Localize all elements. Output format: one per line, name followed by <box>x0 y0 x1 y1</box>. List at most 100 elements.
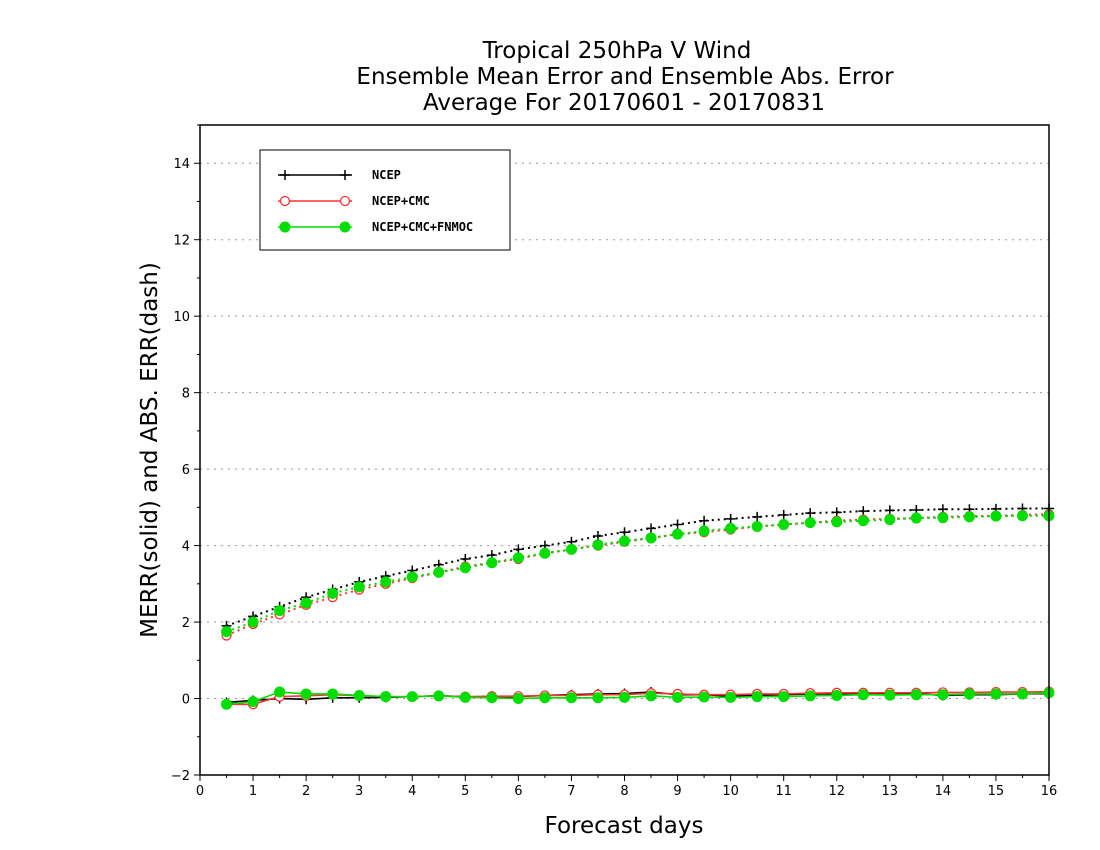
x-tick-label: 15 <box>988 784 1005 799</box>
merr-point <box>778 691 790 703</box>
abs-err-point <box>884 514 896 526</box>
abs-err-point <box>725 522 737 534</box>
abs-err-point <box>831 516 843 528</box>
abs-err-point <box>778 510 789 520</box>
abs-err-point <box>247 616 259 628</box>
x-tick-label: 9 <box>673 784 681 799</box>
merr-point <box>300 688 312 700</box>
abs-err-point <box>963 511 975 523</box>
legend: NCEP NCEP+CMC NCEP+CMC+FNMOC <box>259 149 511 251</box>
abs-err-point <box>752 511 763 522</box>
legend-marker <box>279 195 291 207</box>
abs-err-point <box>857 515 869 527</box>
legend-marker <box>339 221 351 233</box>
abs-err-point <box>751 520 763 532</box>
abs-err-point <box>300 597 312 609</box>
abs-err-point <box>486 557 498 569</box>
chart-title-line-1: Tropical 250hPa V Wind <box>482 38 752 64</box>
abs-err-line <box>226 513 1050 637</box>
series-ncep-cmc-fnmoc <box>221 510 1055 710</box>
merr-point <box>592 692 604 704</box>
abs-err-line <box>226 507 1049 627</box>
chart-title-line-2: Ensemble Mean Error and Ensemble Abs. Er… <box>356 64 894 90</box>
merr-point <box>327 688 339 700</box>
abs-err-point <box>512 552 524 564</box>
x-tick-label: 6 <box>514 784 522 799</box>
abs-err-point <box>221 626 233 638</box>
legend-label: NCEP+CMC <box>372 194 430 208</box>
y-tick-label: 14 <box>173 157 190 172</box>
merr-point <box>433 690 445 702</box>
y-tick-label: 2 <box>182 616 190 631</box>
merr-point <box>486 692 498 704</box>
y-tick-label: 12 <box>173 234 190 249</box>
x-tick-label: 3 <box>355 784 363 799</box>
abs-err-point <box>406 571 418 583</box>
x-tick-label: 7 <box>567 784 575 799</box>
abs-err-point <box>1016 510 1028 522</box>
merr-point <box>963 688 975 700</box>
merr-point <box>831 689 843 701</box>
abs-err-point <box>804 517 816 529</box>
legend-marker <box>280 170 290 180</box>
y-tick-label: 4 <box>182 540 190 555</box>
abs-err-line <box>226 514 1049 633</box>
merr-point <box>937 689 949 701</box>
x-tick-label: 10 <box>722 784 739 799</box>
abs-err-point <box>805 508 816 519</box>
legend-marker <box>279 221 291 233</box>
abs-err-point <box>327 587 339 599</box>
x-tick-label: 12 <box>828 784 845 799</box>
abs-err-point <box>433 566 445 578</box>
merr-point <box>884 689 896 701</box>
merr-point <box>274 686 286 698</box>
legend-marker <box>339 195 351 207</box>
merr-point <box>221 698 233 710</box>
abs-err-point <box>353 581 365 593</box>
abs-err-point <box>274 605 286 617</box>
abs-err-point <box>645 532 657 544</box>
abs-err-point <box>699 515 710 526</box>
merr-point <box>990 688 1002 700</box>
abs-err-point <box>990 510 1002 522</box>
legend-label: NCEP+CMC+FNMOC <box>372 220 473 234</box>
merr-point <box>725 691 737 703</box>
abs-err-point <box>910 512 922 524</box>
merr-point <box>910 689 922 701</box>
y-tick-label: 8 <box>182 387 190 402</box>
merr-point <box>353 689 365 701</box>
x-tick-label: 8 <box>620 784 628 799</box>
merr-point <box>857 689 869 701</box>
merr-point <box>619 691 630 703</box>
abs-err-point <box>698 525 710 537</box>
x-tick-label: 16 <box>1041 784 1058 799</box>
abs-err-point <box>592 539 604 551</box>
merr-point <box>698 691 710 703</box>
abs-err-point <box>380 576 392 588</box>
merr-point <box>247 696 259 708</box>
x-tick-label: 5 <box>461 784 469 799</box>
series-ncep-cmc <box>221 509 1055 710</box>
abs-err-point <box>565 543 577 555</box>
chart-title: Tropical 250hPa V Wind Ensemble Mean Err… <box>356 38 894 116</box>
legend-marker <box>340 170 350 180</box>
merr-point <box>380 691 392 703</box>
x-axis-label: Forecast days <box>545 813 704 839</box>
series-ncep <box>221 503 1054 708</box>
abs-err-point <box>937 512 949 524</box>
x-tick-label: 14 <box>935 784 952 799</box>
abs-err-point <box>672 528 684 540</box>
x-tick-label: 2 <box>302 784 310 799</box>
merr-point <box>804 690 816 702</box>
merr-point <box>645 690 657 702</box>
abs-err-point <box>619 535 630 547</box>
chart-title-line-3: Average For 20170601 - 20170831 <box>423 90 825 116</box>
abs-err-point <box>459 562 471 574</box>
y-tick-label: 0 <box>182 693 190 708</box>
x-tick-label: 13 <box>882 784 899 799</box>
merr-point <box>565 692 577 704</box>
abs-err-point <box>539 547 551 559</box>
merr-point <box>406 691 418 703</box>
